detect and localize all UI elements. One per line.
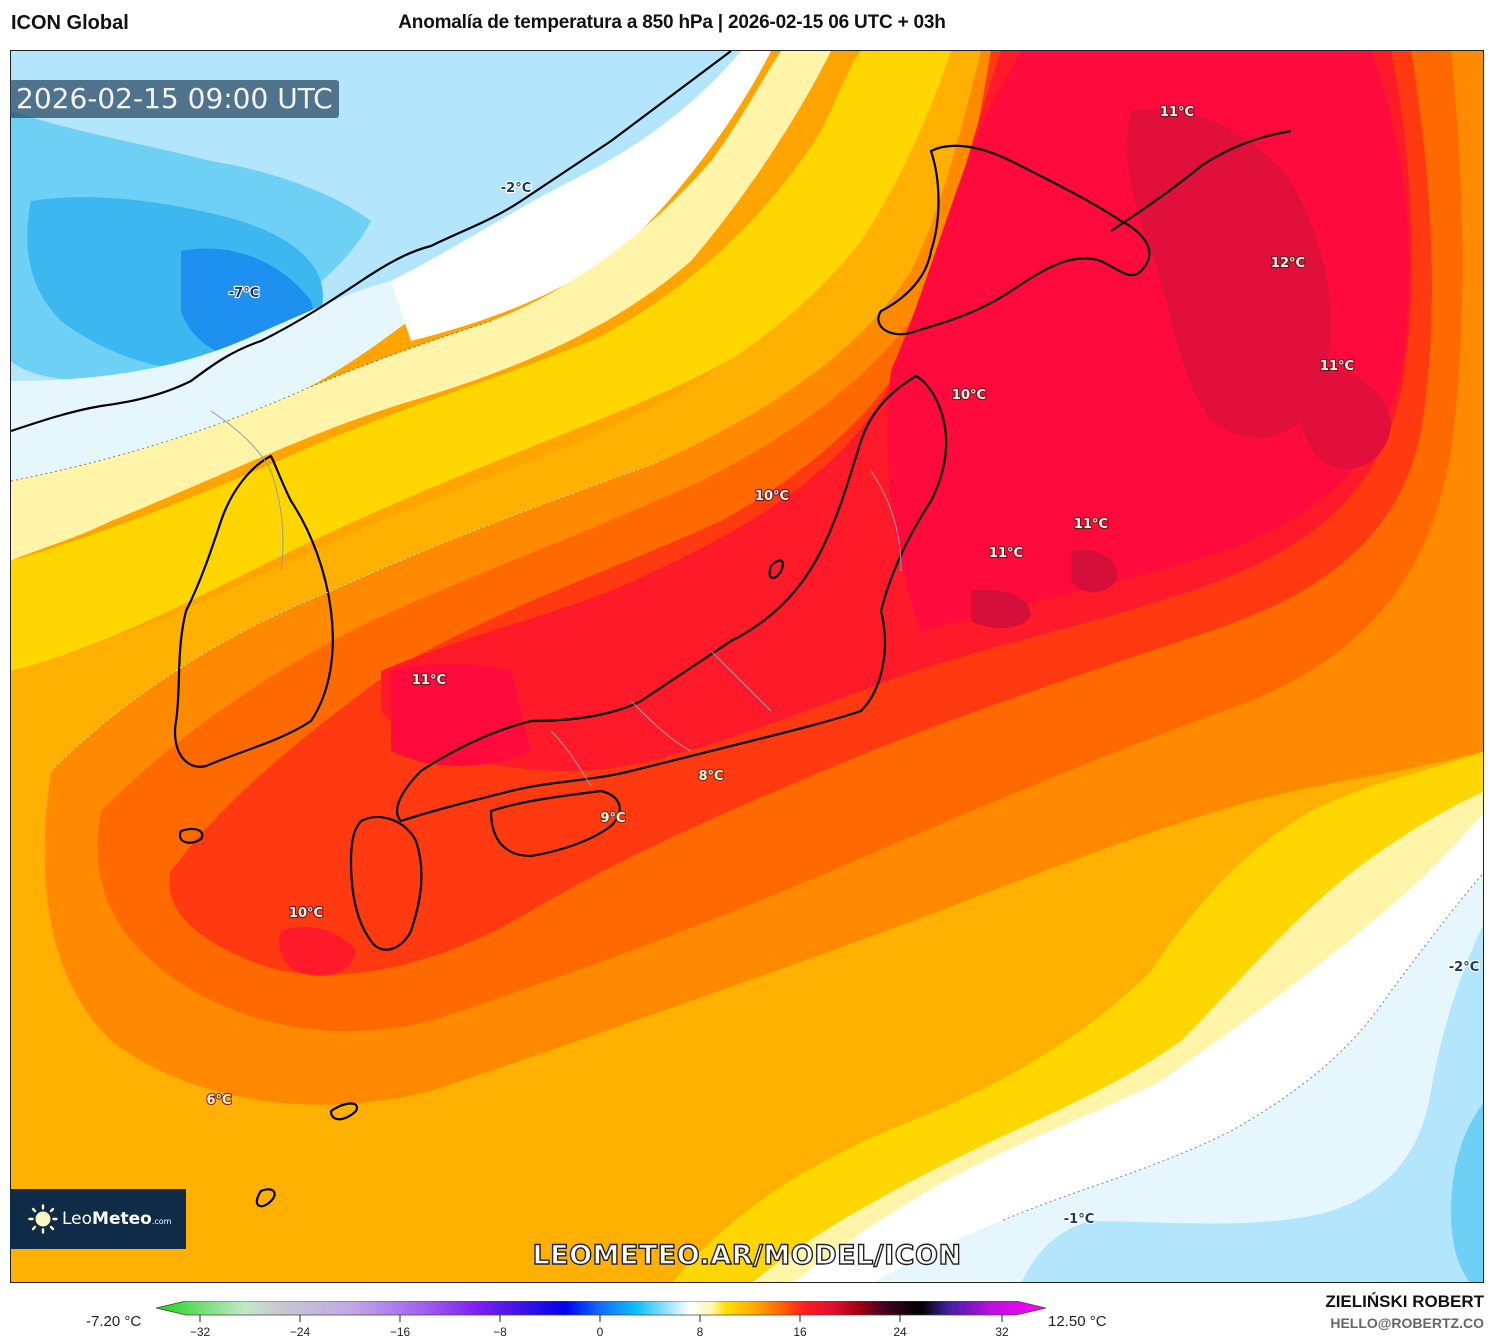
logo-text: LeoMeteo.com <box>62 1209 172 1229</box>
contour-label: 10°C <box>289 906 323 921</box>
colorbar-tick: 8 <box>696 1325 704 1339</box>
colorbar-tick: 0 <box>596 1325 604 1339</box>
contour-label: -1°C <box>1064 1212 1094 1227</box>
model-name: ICON Global <box>11 12 129 34</box>
contour-label: 6°C <box>206 1093 231 1108</box>
contour-label: 9°C <box>600 811 625 826</box>
colorbar-tick: 24 <box>893 1325 907 1339</box>
chart-title-text: Anomalía de temperatura a 850 hPa | 2026… <box>398 12 946 33</box>
author-name: ZIELIŃSKI ROBERT <box>1325 1292 1484 1311</box>
leometeo-logo[interactable]: LeoMeteo.com <box>10 1189 186 1249</box>
contour-label: 10°C <box>952 388 986 403</box>
contour-labels: -2°C -7°C 11°C 12°C 11°C 10°C 10°C 11°C 11°C 11°C… <box>205 104 1480 1228</box>
contour-label: 12°C <box>1271 256 1305 271</box>
contour-label: -2°C <box>501 181 531 196</box>
colorbar-tick: −24 <box>289 1325 311 1339</box>
contour-label: 11°C <box>1074 517 1108 532</box>
chart-title: Anomalía de temperatura a 850 hPa | 2026… <box>0 12 1494 34</box>
temperature-anomaly-map: -2°C -7°C 11°C 12°C 11°C 10°C 10°C 11°C 11°C 11°C… <box>11 51 1483 1282</box>
sun-icon <box>28 1204 58 1234</box>
contour-label: 11°C <box>989 546 1023 561</box>
colorbar <box>156 1301 1046 1322</box>
contour-label: -2°C <box>1449 960 1479 975</box>
colorbar-tick: −16 <box>389 1325 411 1339</box>
contour-label: 10°C <box>755 489 789 504</box>
colorbar-tick: 32 <box>995 1325 1009 1339</box>
source-watermark: LEOMETEO.AR/MODEL/ICON <box>532 1239 962 1271</box>
contour-label: 11°C <box>1160 105 1194 120</box>
colorbar-tick: 16 <box>793 1325 807 1339</box>
contour-label: 11°C <box>1320 359 1354 374</box>
contour-label: 11°C <box>412 673 446 688</box>
map-panel[interactable]: -2°C -7°C 11°C 12°C 11°C 10°C 10°C 11°C 11°C 11°C… <box>10 50 1484 1283</box>
colorbar-max-label: 12.50 °C <box>1048 1313 1107 1330</box>
colorbar-min-label: -7.20 °C <box>86 1313 142 1330</box>
contour-label: 8°C <box>698 769 723 784</box>
valid-time-badge: 2026-02-15 09:00 UTC <box>10 80 339 118</box>
colorbar-tick: −32 <box>189 1325 211 1339</box>
contour-label: -7°C <box>229 286 259 301</box>
author-email[interactable]: HELLO@ROBERTZ.CO <box>1330 1315 1484 1331</box>
colorbar-tick: −8 <box>493 1325 507 1339</box>
